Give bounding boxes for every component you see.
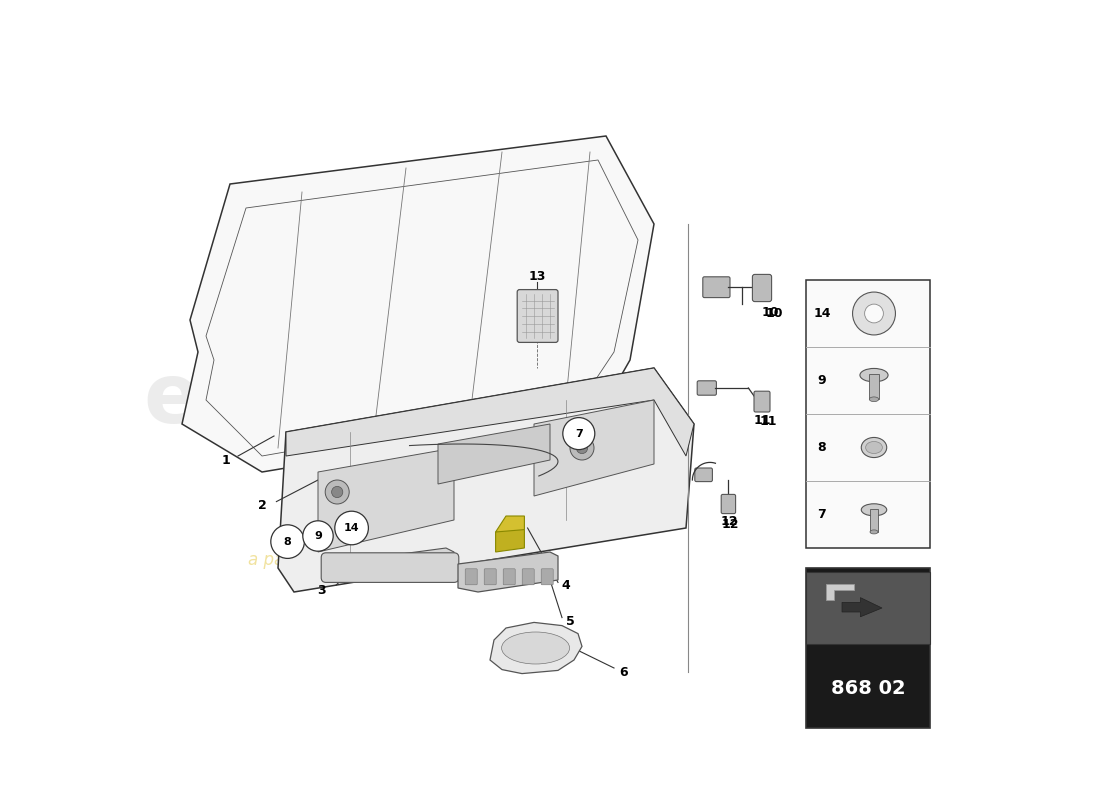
Text: 868 02: 868 02 — [830, 678, 905, 698]
FancyBboxPatch shape — [722, 494, 736, 514]
Text: 10: 10 — [766, 307, 783, 320]
Text: 11: 11 — [754, 414, 771, 426]
Polygon shape — [278, 368, 694, 592]
FancyBboxPatch shape — [517, 290, 558, 342]
Bar — [870, 509, 878, 532]
Circle shape — [563, 418, 595, 450]
Polygon shape — [286, 368, 694, 456]
Ellipse shape — [861, 504, 887, 516]
Polygon shape — [496, 530, 525, 552]
Circle shape — [326, 480, 349, 504]
Circle shape — [331, 486, 343, 498]
Circle shape — [852, 292, 895, 335]
Bar — [869, 374, 879, 399]
Ellipse shape — [869, 397, 879, 402]
Polygon shape — [842, 598, 882, 617]
Polygon shape — [826, 584, 854, 600]
Polygon shape — [458, 552, 558, 592]
Circle shape — [302, 521, 333, 551]
Circle shape — [865, 304, 883, 323]
Text: 8: 8 — [284, 537, 292, 546]
FancyBboxPatch shape — [754, 391, 770, 412]
FancyBboxPatch shape — [703, 277, 730, 298]
Text: 7: 7 — [575, 429, 583, 438]
Ellipse shape — [870, 530, 878, 534]
Text: 12: 12 — [720, 515, 738, 528]
Text: 6: 6 — [619, 666, 628, 678]
Text: 2: 2 — [257, 499, 266, 512]
Text: 8: 8 — [817, 441, 826, 454]
FancyBboxPatch shape — [503, 569, 515, 585]
Polygon shape — [534, 400, 654, 496]
Bar — [806, 568, 930, 728]
Circle shape — [334, 511, 368, 545]
Text: 9: 9 — [315, 531, 322, 541]
Polygon shape — [318, 448, 454, 552]
FancyBboxPatch shape — [752, 274, 771, 302]
Text: 12: 12 — [722, 518, 739, 530]
FancyBboxPatch shape — [465, 569, 477, 585]
FancyBboxPatch shape — [541, 569, 553, 585]
Text: 9: 9 — [817, 374, 826, 387]
Text: 11: 11 — [760, 415, 777, 428]
Text: 1: 1 — [221, 454, 230, 466]
Text: 14: 14 — [344, 523, 360, 533]
FancyBboxPatch shape — [522, 569, 535, 585]
Circle shape — [576, 442, 587, 454]
Text: 14: 14 — [813, 307, 830, 320]
FancyBboxPatch shape — [697, 381, 716, 395]
Text: 13: 13 — [528, 270, 546, 282]
Ellipse shape — [861, 438, 887, 458]
Text: 5: 5 — [565, 615, 574, 628]
FancyBboxPatch shape — [695, 468, 713, 482]
Polygon shape — [490, 622, 582, 674]
Polygon shape — [438, 424, 550, 484]
Text: 7: 7 — [817, 508, 826, 521]
FancyBboxPatch shape — [321, 553, 459, 582]
Text: a passion for parts since 1985: a passion for parts since 1985 — [249, 551, 499, 569]
Polygon shape — [182, 136, 654, 472]
Bar — [806, 280, 930, 548]
Circle shape — [570, 436, 594, 460]
Circle shape — [271, 525, 305, 558]
Bar — [806, 572, 930, 644]
Ellipse shape — [860, 369, 888, 382]
Polygon shape — [496, 516, 525, 536]
Text: 4: 4 — [562, 579, 571, 592]
Ellipse shape — [502, 632, 570, 664]
Text: 3: 3 — [318, 584, 327, 597]
Polygon shape — [326, 548, 454, 572]
FancyBboxPatch shape — [484, 569, 496, 585]
Text: europarts: europarts — [143, 359, 605, 441]
Ellipse shape — [866, 442, 882, 454]
Text: 10: 10 — [761, 306, 779, 318]
